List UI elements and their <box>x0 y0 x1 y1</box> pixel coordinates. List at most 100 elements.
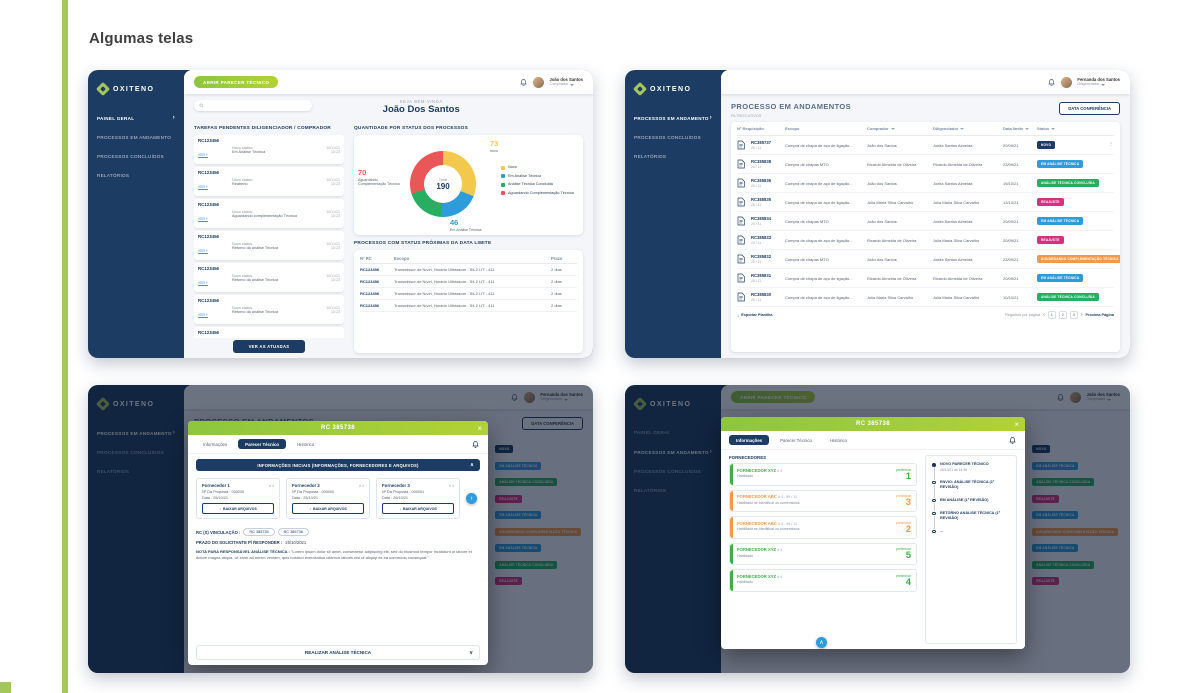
sidebar-item[interactable]: PROCESSOS CONCLUÍDOS › <box>625 128 721 147</box>
notification-bell-icon[interactable] <box>1008 436 1017 445</box>
supplier-parecer-card[interactable]: FORNECEDOR XYZ # 4 Habilitado preliminar… <box>729 463 917 486</box>
page-number-button[interactable]: 2 <box>1058 311 1067 319</box>
topbar-right: João dos Santos Comprador <box>519 76 583 88</box>
status-badge: ANÁLISE TÉCNICA CONCLUÍDA <box>1037 179 1099 187</box>
sidebar-item[interactable]: RELATÓRIOS › <box>88 166 184 185</box>
page-number-button[interactable]: 3 <box>1069 311 1078 319</box>
table-row[interactable]: RC385830 20 / 11 Compra de chapa de aço d… <box>737 288 1114 307</box>
tab[interactable]: Parecer Técnico <box>780 437 812 443</box>
task-status: Novo status:Retorno da análise Técnica <box>232 338 322 339</box>
row-escopo: Compra de chapa de aço de ligação... <box>785 142 853 148</box>
table-row[interactable]: RC123456 Transmissor de Nível, Horário U… <box>360 276 577 288</box>
task-card[interactable]: RC123456 VER + Novo status: Aguardando com… <box>194 199 344 228</box>
ver-mais-link[interactable]: VER + <box>198 313 208 317</box>
timeline-entry[interactable]: NOVO PARECER TÉCNICO 26/10/21 às 14:36 <box>932 462 1010 480</box>
column-header-sortable[interactable]: Comprador <box>867 126 929 131</box>
ver-atuadas-button[interactable]: VER AS ATUADAS <box>232 340 306 353</box>
table-row[interactable]: RC385836 20 / 11 Compra de chapa de aço d… <box>737 174 1114 193</box>
table-row[interactable]: RC123456 Transmissor de Nível, Horário U… <box>360 300 577 312</box>
sidebar-item[interactable]: PROCESSOS CONCLUÍDOS › <box>88 147 184 166</box>
sidebar-item[interactable]: PROCESSOS EM ANDAMENTO › <box>625 108 721 128</box>
avatar[interactable] <box>533 76 545 88</box>
ver-mais-link[interactable]: VER + <box>198 153 208 157</box>
notification-bell-icon[interactable] <box>471 440 480 449</box>
collapse-button[interactable]: ∧ <box>816 637 827 648</box>
row-menu-icon[interactable]: ⋮ <box>1108 142 1114 148</box>
prev-page-icon[interactable]: ‹ <box>1043 312 1045 318</box>
data-conferencia-button[interactable]: DATA CONFERÊNCIA <box>1059 102 1120 115</box>
sidebar-item[interactable]: PROCESSOS EM ANDAMENTO › <box>88 128 184 147</box>
table-row[interactable]: RC385838 20 / 11 Compra de chapas MTO Ric… <box>737 155 1114 174</box>
baixar-arquivos-button[interactable]: ↓ BAIXAR ARQUIVOS <box>382 503 454 514</box>
supplier-info: FORNECEDOR XYZ # 4 Habilitado <box>737 547 782 561</box>
baixar-arquivos-button[interactable]: ↓ BAIXAR ARQUIVOS <box>202 503 274 514</box>
supplier-parecer-card[interactable]: FORNECEDOR XYZ # 4 Habilitado preliminar… <box>729 569 917 592</box>
notification-bell-icon[interactable] <box>1047 78 1056 87</box>
column-header-sortable[interactable]: Status <box>1037 126 1114 131</box>
search-box[interactable] <box>194 100 312 111</box>
notification-bell-icon[interactable] <box>519 78 528 87</box>
next-page-label[interactable]: Próxima Página <box>1085 313 1115 317</box>
table-row[interactable]: RC123456 Transmissor de Nível, Horário U… <box>360 264 577 276</box>
task-status-value: Aguardando complementação Técnica <box>232 213 297 218</box>
ver-mais-link[interactable]: VER + <box>198 281 208 285</box>
task-card[interactable]: RC123456 VER + Novo status: Em Análise Téc… <box>194 135 344 164</box>
tab[interactable]: Parecer Técnico <box>238 439 287 449</box>
task-card[interactable]: RC123456 VER + Novo status: Reaberto 10/11… <box>194 167 344 196</box>
row-status: REAJUSTE <box>1037 236 1104 244</box>
table-row[interactable]: RC385834 20 / 11 Compra de chapas MTO Joã… <box>737 212 1114 231</box>
baixar-arquivos-button[interactable]: ↓ BAIXAR ARQUIVOS <box>292 503 364 514</box>
initial-info-section-header[interactable]: INFORMAÇÕES INICIAIS (INFORMAÇÕES, FORNE… <box>196 459 480 471</box>
user-role-menu[interactable]: Comprador <box>549 82 583 87</box>
sidebar-item[interactable]: PAINEL GERAL › <box>88 108 184 128</box>
row-status: NOVO <box>1037 141 1104 149</box>
next-page-icon[interactable]: › <box>1080 312 1083 318</box>
ver-mais-link[interactable]: VER + <box>198 217 208 221</box>
rc-chip[interactable]: RC 385736 <box>277 528 309 536</box>
supplier-parecer-card[interactable]: FORNECEDOR ABC # 4 - 99 / 11 Habilitado … <box>729 489 917 512</box>
timeline-entry[interactable]: RETORNO ANÁLISE TÉCNICA (1ª REVISÃO) <box>932 511 1010 529</box>
document-icon <box>737 140 747 150</box>
table-row[interactable]: RC385831 20 / 11 Compra de chapa de aço d… <box>737 269 1114 288</box>
timeline-entry[interactable]: ENVIO: ANÁLISE TÉCNICA (1ª REVISÃO) <box>932 480 1010 498</box>
timeline-entry[interactable]: ... <box>932 529 1010 534</box>
task-status-value: Retorno da análise Técnica <box>232 309 279 314</box>
table-row[interactable]: RC385737 20 / 11 Compra de chapa de aço d… <box>737 136 1114 155</box>
close-icon[interactable]: × <box>477 423 482 433</box>
user-role-menu[interactable]: Diligenciador <box>1077 82 1120 87</box>
carousel-next-button[interactable]: › <box>466 493 477 504</box>
sidebar-item-label: PROCESSOS EM ANDAMENTO <box>634 115 709 121</box>
tab[interactable]: Histórico <box>297 441 315 447</box>
sidebar-item[interactable]: RELATÓRIOS › <box>625 147 721 166</box>
supplier-parecer-card[interactable]: FORNECEDOR ABC # 4 - 99 / 11 Habilitado … <box>729 516 917 539</box>
task-date: 10/11/21 <box>326 145 340 150</box>
tab[interactable]: Informações <box>203 441 228 447</box>
timeline-bullet-icon <box>932 529 936 534</box>
table-row[interactable]: RC385832 20 / 11 Compra de chapas MTO Joã… <box>737 250 1120 269</box>
rc-chip[interactable]: RC 385735 <box>243 528 275 536</box>
table-row[interactable]: RC385833 20 / 11 Compra de chapa de aço d… <box>737 231 1114 250</box>
timeline-entry[interactable]: EM ANÁLISE (1ª REVISÃO) <box>932 498 1010 511</box>
row-data-limite: 20/09/21 <box>1003 237 1019 243</box>
page-number-button[interactable]: 1 <box>1047 311 1056 319</box>
table-row[interactable]: RC385835 20 / 11 Compra de chapa de aço d… <box>737 193 1114 212</box>
supplier-name: FORNECEDOR XYZ # 4 <box>737 573 783 579</box>
search-input[interactable] <box>207 103 307 108</box>
tab[interactable]: Informações <box>729 435 770 445</box>
table-row[interactable]: RC123456 Transmissor de Nível, Horário U… <box>360 288 577 300</box>
tab[interactable]: Histórico <box>830 437 848 443</box>
realizar-analise-tecnica-button[interactable]: REALIZAR ANÁLISE TÉCNICA ∨ <box>196 645 480 660</box>
ver-mais-link[interactable]: VER + <box>198 185 208 189</box>
export-planilha-button[interactable]: ↓ Exportar Planilha <box>737 312 773 318</box>
supplier-parecer-card[interactable]: FORNECEDOR XYZ # 4 Habilitado preliminar… <box>729 542 917 565</box>
ver-mais-link[interactable]: VER + <box>198 249 208 253</box>
column-header-sortable[interactable]: Diligenciador <box>933 126 999 131</box>
close-icon[interactable]: × <box>1014 419 1019 429</box>
column-header-sortable[interactable]: Data limite <box>1003 126 1033 131</box>
avatar[interactable] <box>1061 76 1073 88</box>
abrir-parecer-tecnico-button[interactable]: ABRIR PARECER TÉCNICO <box>194 76 279 88</box>
